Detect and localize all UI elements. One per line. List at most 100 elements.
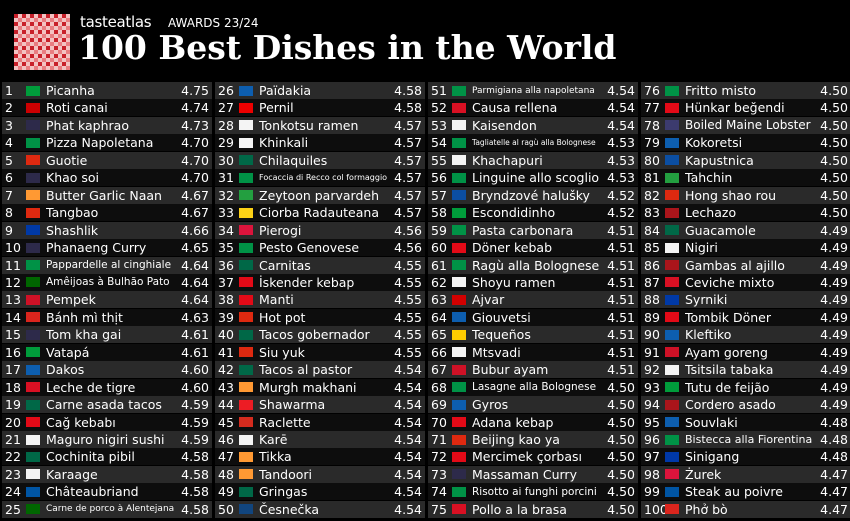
score: 4.58	[394, 100, 422, 116]
rank: 66	[431, 344, 447, 360]
dish-row: 2 Roti canai 4.74	[2, 99, 212, 117]
rank: 1	[5, 83, 13, 98]
dish-row: 82 Hong shao rou 4.50	[641, 186, 850, 204]
flag	[665, 242, 679, 253]
dish-row: 54 Tagliatelle al ragù alla Bolognese 4.53	[428, 134, 638, 152]
dish-row: 81 Tahchin 4.50	[641, 169, 850, 187]
flag	[452, 399, 466, 410]
dish-name: Ciorba Radauteana	[259, 205, 379, 221]
dish-name: Gambas al ajillo	[685, 257, 785, 273]
dish-row: 15 Tom kha gai 4.61	[2, 326, 212, 344]
flag	[665, 102, 679, 113]
dish-row: 39 Hot pot 4.55	[215, 308, 425, 326]
dish-row: 74 Risotto ai funghi porcini 4.50	[428, 483, 638, 501]
rank: 58	[431, 205, 447, 221]
dish-row: 30 Chilaquiles 4.57	[215, 151, 425, 169]
rank: 99	[644, 484, 660, 500]
score: 4.50	[820, 187, 848, 203]
dish-row: 50 Česnečka 4.54	[215, 500, 425, 518]
rank: 100	[644, 501, 668, 517]
dish-name: Mercimek çorbası	[472, 449, 583, 465]
dish-name: Linguine allo scoglio	[472, 170, 600, 186]
rank: 96	[644, 432, 660, 447]
rank: 43	[218, 379, 234, 395]
dish-row: 12 Amêijoas à Bulhão Pato 4.64	[2, 273, 212, 291]
flag	[26, 172, 40, 183]
dish-name: Ajvar	[472, 292, 505, 308]
dish-row: 28 Tonkotsu ramen 4.57	[215, 116, 425, 134]
dish-name: Tom kha gai	[46, 327, 122, 343]
rank: 55	[431, 152, 447, 168]
dish-row: 78 Boiled Maine Lobster 4.50	[641, 116, 850, 134]
score: 4.54	[394, 432, 422, 447]
dish-row: 26 Païdakia 4.58	[215, 82, 425, 99]
dish-name: Ceviche mixto	[685, 274, 775, 290]
dish-row: 17 Dakos 4.60	[2, 361, 212, 379]
dish-row: 34 Pierogi 4.56	[215, 221, 425, 239]
dish-row: 19 Carne asada tacos 4.59	[2, 396, 212, 414]
dish-name: Lechazo	[685, 205, 737, 221]
rank: 42	[218, 362, 234, 378]
flag	[239, 486, 253, 497]
score: 4.61	[181, 344, 209, 360]
flag	[239, 329, 253, 340]
dish-row: 85 Nigiri 4.49	[641, 239, 850, 257]
score: 4.53	[607, 152, 635, 168]
dish-name: Gyros	[472, 397, 509, 413]
rank: 25	[5, 501, 21, 517]
score: 4.64	[181, 257, 209, 273]
dish-name: Guacamole	[685, 222, 756, 238]
score: 4.70	[181, 135, 209, 151]
rank: 36	[218, 257, 234, 273]
dish-name: Tutu de feijão	[685, 379, 770, 395]
dish-name: Phở bò	[685, 501, 728, 517]
dish-row: 62 Shoyu ramen 4.51	[428, 273, 638, 291]
title: 100 Best Dishes in the World	[78, 28, 617, 67]
score: 4.51	[607, 257, 635, 273]
rank: 79	[644, 135, 660, 151]
flag	[452, 347, 466, 358]
rank: 33	[218, 205, 234, 221]
flag	[665, 434, 679, 445]
flag	[26, 277, 40, 288]
score: 4.50	[820, 100, 848, 116]
rank: 67	[431, 362, 447, 378]
dish-row: 33 Ciorba Radauteana 4.57	[215, 204, 425, 222]
dish-row: 5 Guotie 4.70	[2, 151, 212, 169]
flag	[26, 242, 40, 253]
rank: 18	[5, 379, 21, 395]
rank: 98	[644, 466, 660, 482]
rank: 75	[431, 501, 447, 517]
flag	[452, 225, 466, 236]
flag	[665, 451, 679, 462]
dish-row: 25 Carne de porco à Alentejana 4.58	[2, 500, 212, 518]
rank: 7	[5, 187, 13, 203]
dish-name: Raclette	[259, 414, 311, 430]
score: 4.54	[607, 100, 635, 116]
dish-name: İskender kebap	[259, 274, 355, 290]
rank: 74	[431, 484, 447, 500]
dish-name: Shawarma	[259, 397, 326, 413]
dish-name: Karē	[259, 432, 288, 447]
brand: tasteatlas	[80, 13, 152, 31]
dish-name: Tombik Döner	[685, 309, 771, 325]
flag	[26, 120, 40, 131]
dish-name: Bistecca alla Fiorentina	[685, 433, 813, 446]
dish-name: Parmigiana alla napoletana	[472, 85, 595, 96]
dish-row: 77 Hünkar beğendi 4.50	[641, 99, 850, 117]
dish-row: 86 Gambas al ajillo 4.49	[641, 256, 850, 274]
dish-name: Pernil	[259, 100, 294, 116]
score: 4.50	[820, 152, 848, 168]
dish-name: Tacos al pastor	[259, 362, 353, 378]
score: 4.50	[607, 414, 635, 430]
rank: 22	[5, 449, 21, 465]
dish-row: 49 Gringas 4.54	[215, 483, 425, 501]
rank: 52	[431, 100, 447, 116]
score: 4.55	[394, 327, 422, 343]
dish-name: Guotie	[46, 152, 88, 168]
dish-name: Cordero asado	[685, 397, 776, 413]
dish-row: 48 Tandoori 4.54	[215, 465, 425, 483]
rank: 78	[644, 117, 660, 133]
score: 4.48	[820, 432, 848, 447]
dish-row: 64 Giouvetsi 4.51	[428, 308, 638, 326]
